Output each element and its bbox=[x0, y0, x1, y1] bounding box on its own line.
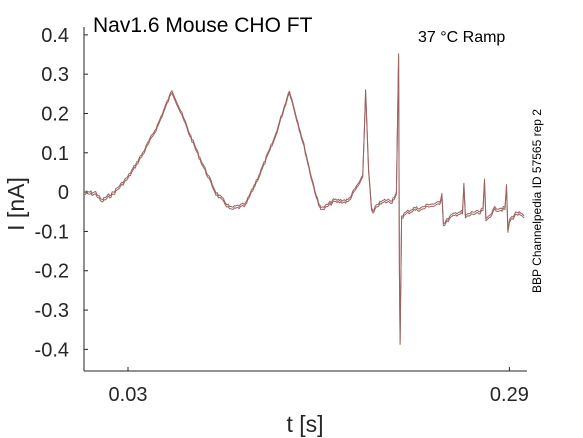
y-axis-label: I [nA] bbox=[3, 177, 29, 231]
y-tick-label: 0.2 bbox=[41, 103, 69, 125]
series-layer bbox=[83, 53, 525, 345]
side-label-channelpedia-id: BBP Channelpedia ID 57565 rep 2 bbox=[530, 109, 544, 293]
chart-title: Nav1.6 Mouse CHO FT bbox=[93, 14, 313, 37]
x-tick-label: 0.03 bbox=[109, 384, 148, 406]
x-ticks: 0.03 0.29 bbox=[109, 367, 529, 406]
x-axis-label: t [s] bbox=[286, 411, 323, 437]
y-tick-label: 0.4 bbox=[41, 25, 69, 47]
y-tick-label: -0.3 bbox=[35, 300, 69, 322]
annotation-temperature-ramp: 37 °C Ramp bbox=[418, 29, 505, 46]
y-tick-label: 0.3 bbox=[41, 64, 69, 86]
y-tick-label: -0.1 bbox=[35, 221, 69, 243]
y-tick-label: 0.1 bbox=[41, 143, 69, 165]
y-tick-label: 0 bbox=[58, 182, 69, 204]
y-tick-label: -0.4 bbox=[35, 339, 69, 361]
y-tick-label: -0.2 bbox=[35, 261, 69, 283]
series-trace-overlay bbox=[83, 55, 525, 345]
series-trace bbox=[83, 53, 525, 343]
y-ticks: 0.4 0.3 0.2 0.1 0 -0.1 -0.2 -0.3 -0.4 bbox=[35, 25, 88, 361]
x-tick-label: 0.29 bbox=[490, 384, 529, 406]
axes bbox=[83, 27, 527, 372]
